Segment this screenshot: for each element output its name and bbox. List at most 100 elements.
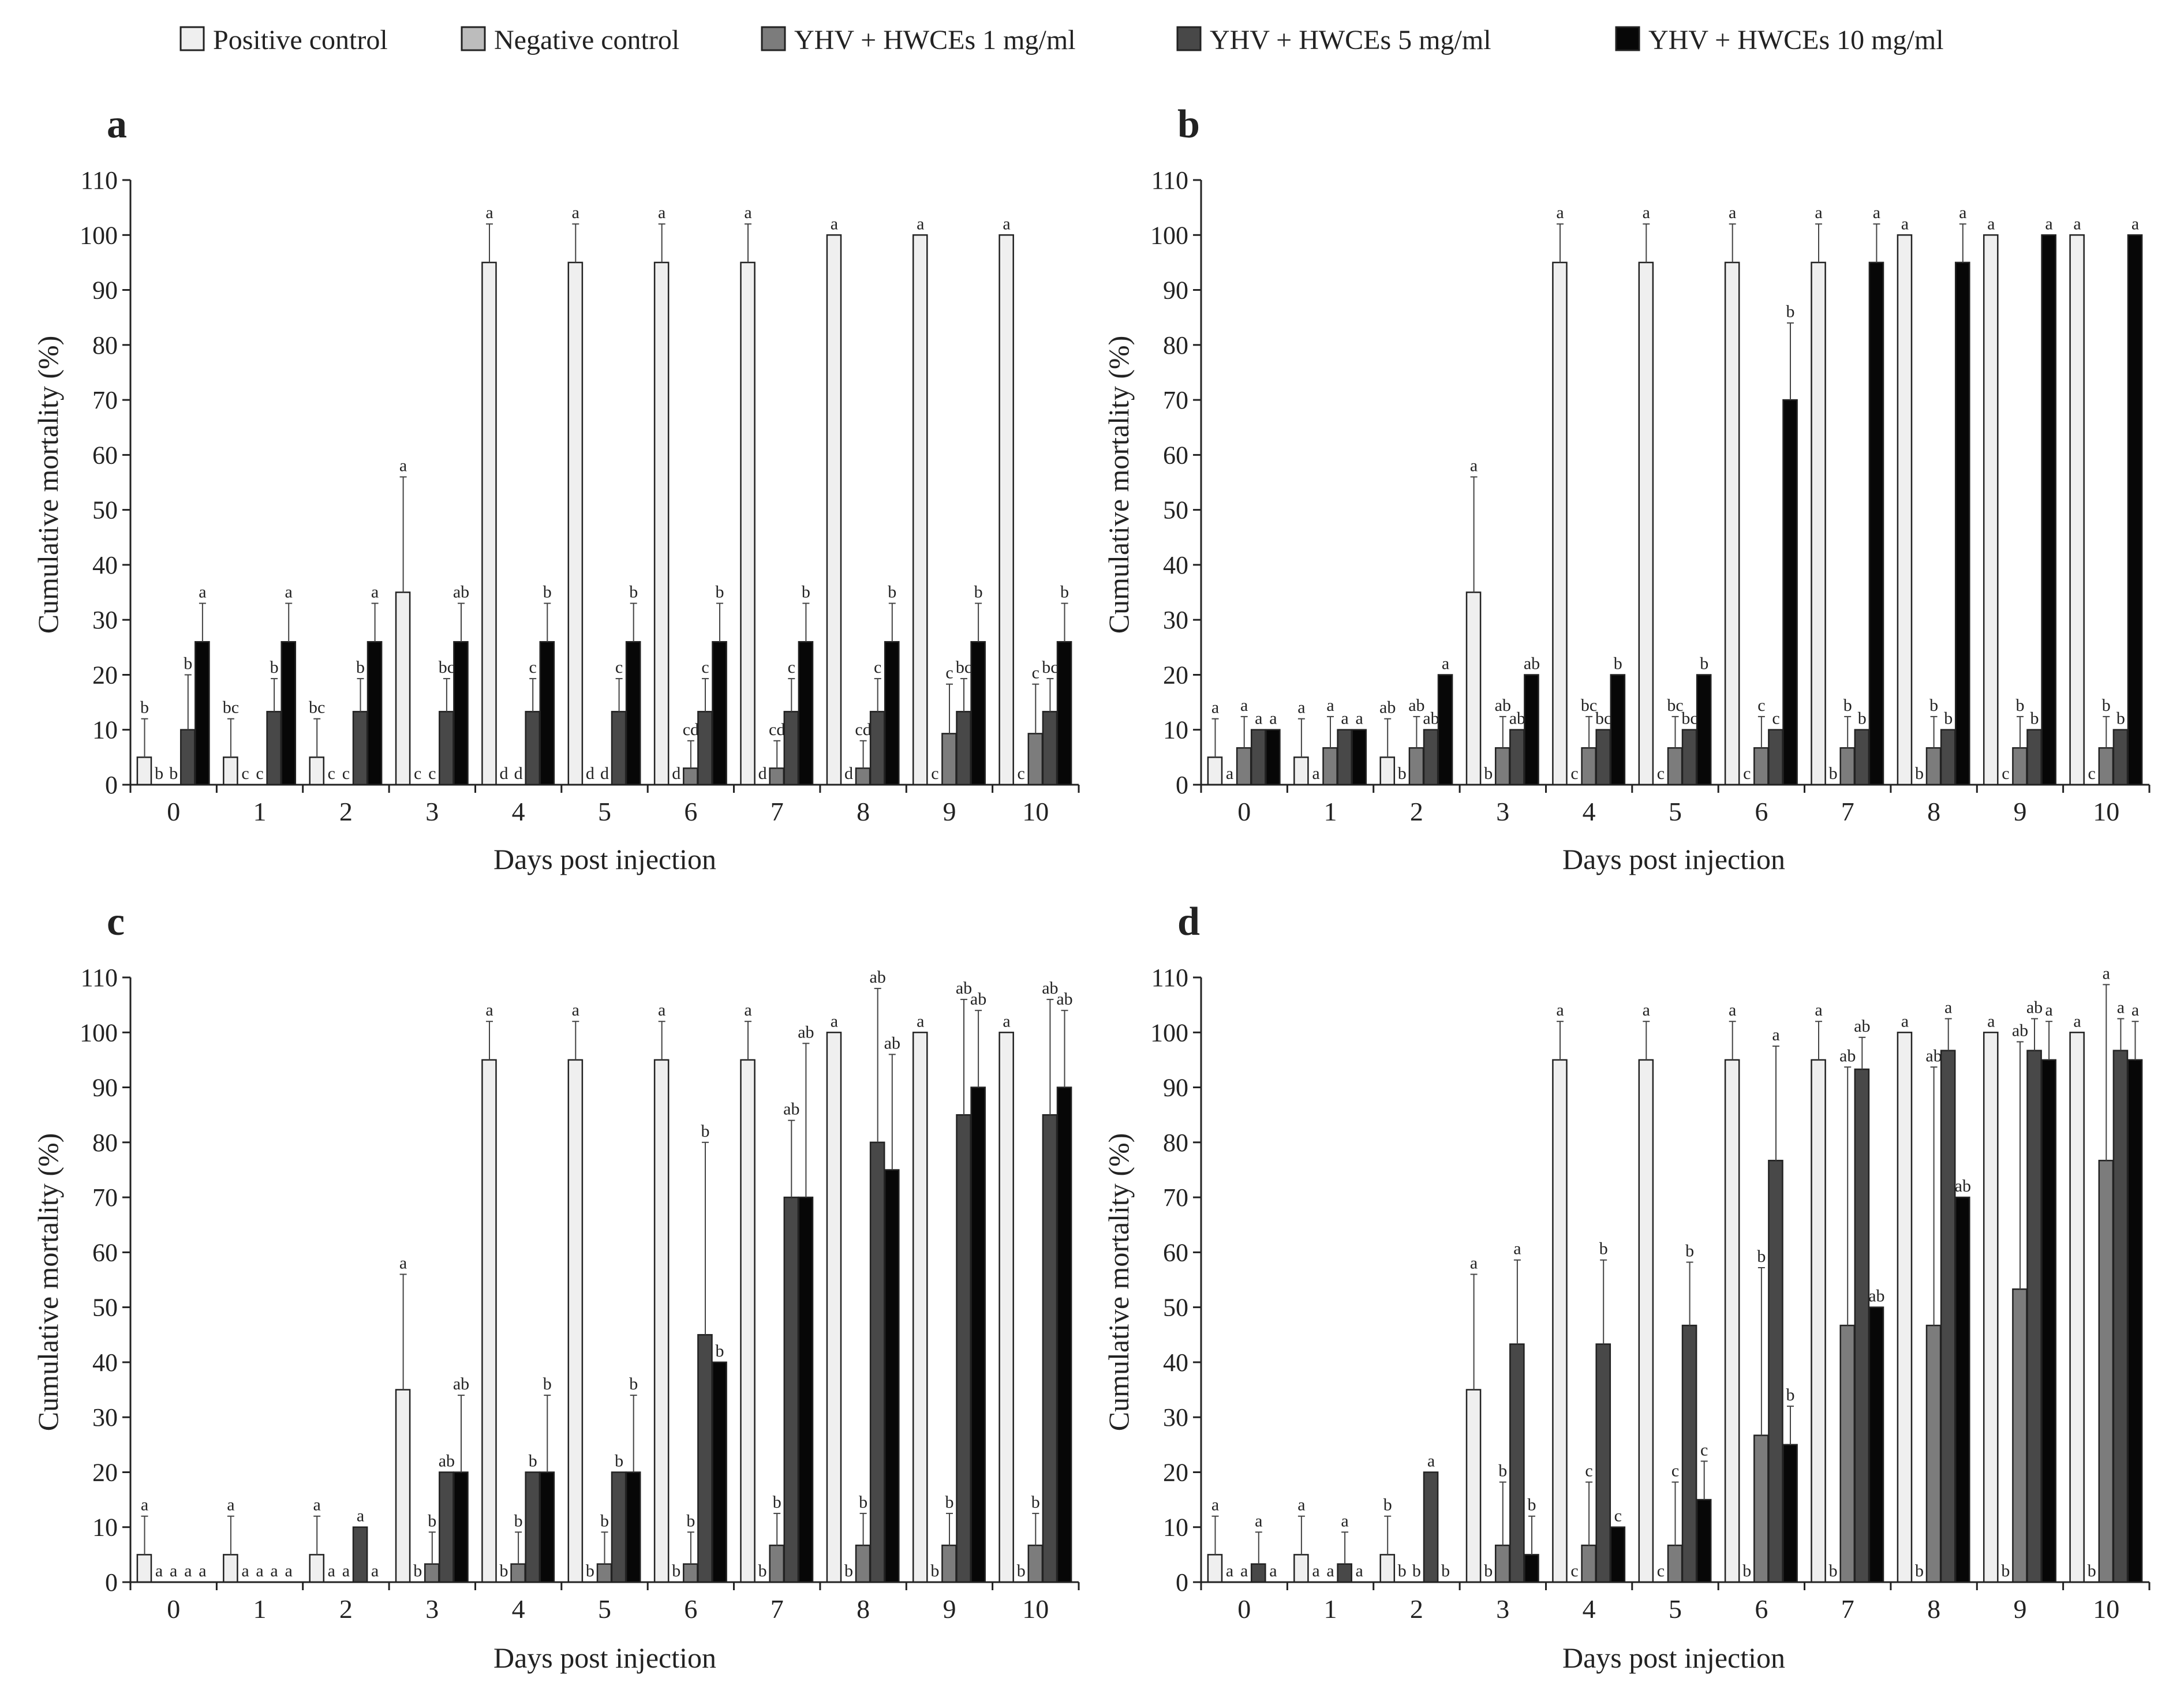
significance-letter-panel-d-hwces-1mg-day-6: b	[1757, 1247, 1766, 1266]
significance-letter-panel-c-hwces-1mg-day-1: a	[256, 1561, 263, 1580]
significance-letter-panel-c-positive-control-day-9: a	[917, 1011, 924, 1031]
panel-c-y-tick-label-100: 100	[80, 1018, 118, 1047]
significance-letter-panel-b-hwces-10mg-day-7: a	[1873, 203, 1880, 222]
significance-letter-panel-a-hwces-5mg-day-2: b	[356, 658, 365, 677]
bar-panel-b-hwces-1mg-day-10	[2098, 747, 2114, 786]
bar-panel-b-hwces-5mg-day-7	[1854, 729, 1870, 786]
significance-letter-panel-d-hwces-5mg-day-0: a	[1255, 1511, 1262, 1530]
significance-letter-panel-a-positive-control-day-8: a	[831, 214, 838, 233]
bar-panel-c-positive-control-day-3	[395, 1389, 411, 1583]
significance-letter-panel-d-hwces-10mg-day-6: b	[1786, 1385, 1795, 1404]
significance-letter-panel-c-positive-control-day-6: a	[658, 1001, 665, 1020]
bar-panel-d-hwces-5mg-day-2	[1423, 1471, 1439, 1583]
bar-panel-b-positive-control-day-4	[1552, 261, 1568, 786]
significance-letter-panel-a-hwces-10mg-day-2: a	[371, 583, 379, 602]
bar-panel-a-hwces-1mg-day-10	[1027, 733, 1044, 786]
panel-d-x-tick-label-10: 10	[2093, 1594, 2119, 1624]
significance-letter-panel-a-hwces-10mg-day-4: b	[543, 583, 552, 602]
bar-panel-a-hwces-10mg-day-1	[281, 641, 297, 786]
significance-letter-panel-c-hwces-5mg-day-7: ab	[783, 1100, 799, 1119]
significance-letter-panel-c-hwces-1mg-day-7: b	[773, 1493, 781, 1512]
panel-a-y-tick-label-100: 100	[80, 221, 118, 249]
panel-a-x-tick-label-5: 5	[598, 797, 611, 826]
significance-letter-panel-d-negative-control-day-4: c	[1570, 1561, 1578, 1580]
significance-letter-panel-a-negative-control-day-9: c	[931, 764, 938, 783]
bar-panel-c-hwces-1mg-day-6	[683, 1563, 698, 1583]
panel-d-y-tick-label-10: 10	[1163, 1513, 1188, 1542]
legend-swatch-positive-control	[179, 26, 205, 51]
panel-a-y-tick-label-30: 30	[92, 606, 118, 634]
significance-letter-panel-a-hwces-1mg-day-10: c	[1032, 664, 1039, 683]
significance-letter-panel-d-hwces-1mg-day-9: ab	[2012, 1021, 2028, 1040]
significance-letter-panel-b-hwces-1mg-day-8: b	[1929, 696, 1938, 715]
significance-letter-panel-d-hwces-10mg-day-10: a	[2131, 1001, 2139, 1020]
significance-letter-panel-b-hwces-10mg-day-2: a	[1442, 654, 1449, 673]
significance-letter-panel-b-positive-control-day-7: a	[1815, 203, 1822, 222]
bar-panel-b-hwces-10mg-day-6	[1782, 399, 1798, 786]
bar-panel-b-hwces-1mg-day-6	[1753, 747, 1769, 786]
significance-letter-panel-a-hwces-1mg-day-8: cd	[855, 720, 871, 739]
significance-letter-panel-c-hwces-1mg-day-3: b	[428, 1511, 436, 1530]
significance-letter-panel-d-hwces-10mg-day-2: b	[1441, 1561, 1450, 1580]
legend-label-positive-control: Positive control	[213, 25, 388, 55]
significance-letter-panel-d-positive-control-day-3: a	[1470, 1254, 1478, 1273]
significance-letter-panel-b-hwces-10mg-day-3: ab	[1524, 654, 1540, 673]
significance-letter-panel-c-hwces-5mg-day-1: a	[270, 1561, 278, 1580]
panel-label-a: a	[107, 102, 127, 147]
significance-letter-panel-a-hwces-1mg-day-1: c	[256, 764, 263, 783]
panel-a-y-tick-label-110: 110	[81, 166, 118, 194]
significance-letter-panel-d-hwces-1mg-day-1: a	[1326, 1561, 1334, 1580]
bar-panel-c-hwces-10mg-day-6	[712, 1361, 727, 1583]
panel-a-x-tick-label-6: 6	[684, 797, 697, 826]
significance-letter-panel-c-hwces-5mg-day-8: ab	[870, 968, 886, 987]
significance-letter-panel-d-hwces-1mg-day-5: c	[1671, 1462, 1679, 1481]
panel-b-y-tick-label-30: 30	[1163, 606, 1188, 634]
panel-b-y-tick-label-90: 90	[1163, 276, 1188, 305]
panel-d-x-tick-label-0: 0	[1237, 1594, 1251, 1624]
significance-letter-panel-a-positive-control-day-7: a	[744, 203, 751, 222]
legend-item-negative-control: Negative control	[461, 25, 679, 55]
bar-panel-b-hwces-10mg-day-0	[1265, 729, 1281, 786]
bar-panel-a-hwces-1mg-day-6	[683, 767, 698, 786]
panel-b-y-tick-label-0: 0	[1176, 771, 1188, 799]
bar-panel-a-positive-control-day-6	[653, 261, 670, 786]
panel-a-y-axis-label: Cumulative mortality (%)	[32, 336, 64, 634]
bar-panel-a-hwces-5mg-day-7	[783, 711, 799, 786]
bar-panel-b-positive-control-day-7	[1811, 261, 1826, 786]
bar-panel-b-hwces-1mg-day-1	[1322, 747, 1338, 786]
significance-letter-panel-c-negative-control-day-10: b	[1017, 1561, 1026, 1580]
panel-c-x-tick-label-9: 9	[943, 1594, 956, 1624]
significance-letter-panel-a-positive-control-day-5: a	[572, 203, 579, 222]
significance-letter-panel-d-hwces-5mg-day-3: a	[1513, 1239, 1521, 1258]
significance-letter-panel-c-hwces-10mg-day-7: ab	[798, 1022, 814, 1041]
significance-letter-panel-c-positive-control-day-8: a	[831, 1011, 838, 1031]
significance-letter-panel-c-negative-control-day-6: b	[672, 1561, 680, 1580]
bar-panel-c-hwces-5mg-day-8	[869, 1141, 885, 1583]
bar-panel-c-positive-control-day-2	[309, 1554, 325, 1583]
significance-letter-panel-b-hwces-1mg-day-7: b	[1843, 696, 1852, 715]
significance-letter-panel-b-hwces-5mg-day-3: ab	[1509, 709, 1525, 728]
bar-panel-b-positive-control-day-10	[2069, 234, 2085, 786]
significance-letter-panel-a-hwces-1mg-day-7: cd	[769, 720, 785, 739]
panel-a-x-axis-label: Days post injection	[493, 843, 716, 875]
bar-panel-c-hwces-10mg-day-4	[539, 1471, 555, 1583]
panel-d-x-tick-label-2: 2	[1410, 1594, 1423, 1624]
panel-a-y-tick-label-80: 80	[92, 331, 118, 359]
bar-panel-b-positive-control-day-1	[1293, 756, 1309, 786]
bar-panel-b-positive-control-day-5	[1638, 261, 1654, 786]
bar-panel-d-positive-control-day-2	[1379, 1554, 1396, 1583]
significance-letter-panel-b-hwces-5mg-day-4: bc	[1595, 709, 1611, 728]
bar-panel-b-hwces-5mg-day-10	[2112, 729, 2129, 786]
panel-b-x-tick-label-3: 3	[1496, 797, 1509, 826]
bar-panel-a-hwces-10mg-day-9	[970, 641, 986, 786]
bar-panel-c-positive-control-day-1	[223, 1554, 238, 1583]
significance-letter-panel-c-negative-control-day-8: b	[844, 1561, 853, 1580]
panel-a-x-tick-label-2: 2	[339, 797, 353, 826]
significance-letter-panel-d-negative-control-day-10: b	[2088, 1561, 2096, 1580]
significance-letter-panel-c-negative-control-day-7: b	[758, 1561, 767, 1580]
panel-d-x-tick-label-5: 5	[1669, 1594, 1682, 1624]
bar-panel-b-hwces-10mg-day-10	[2127, 234, 2143, 786]
significance-letter-panel-b-hwces-10mg-day-9: a	[2045, 214, 2052, 233]
significance-letter-panel-a-hwces-10mg-day-10: b	[1060, 583, 1069, 602]
